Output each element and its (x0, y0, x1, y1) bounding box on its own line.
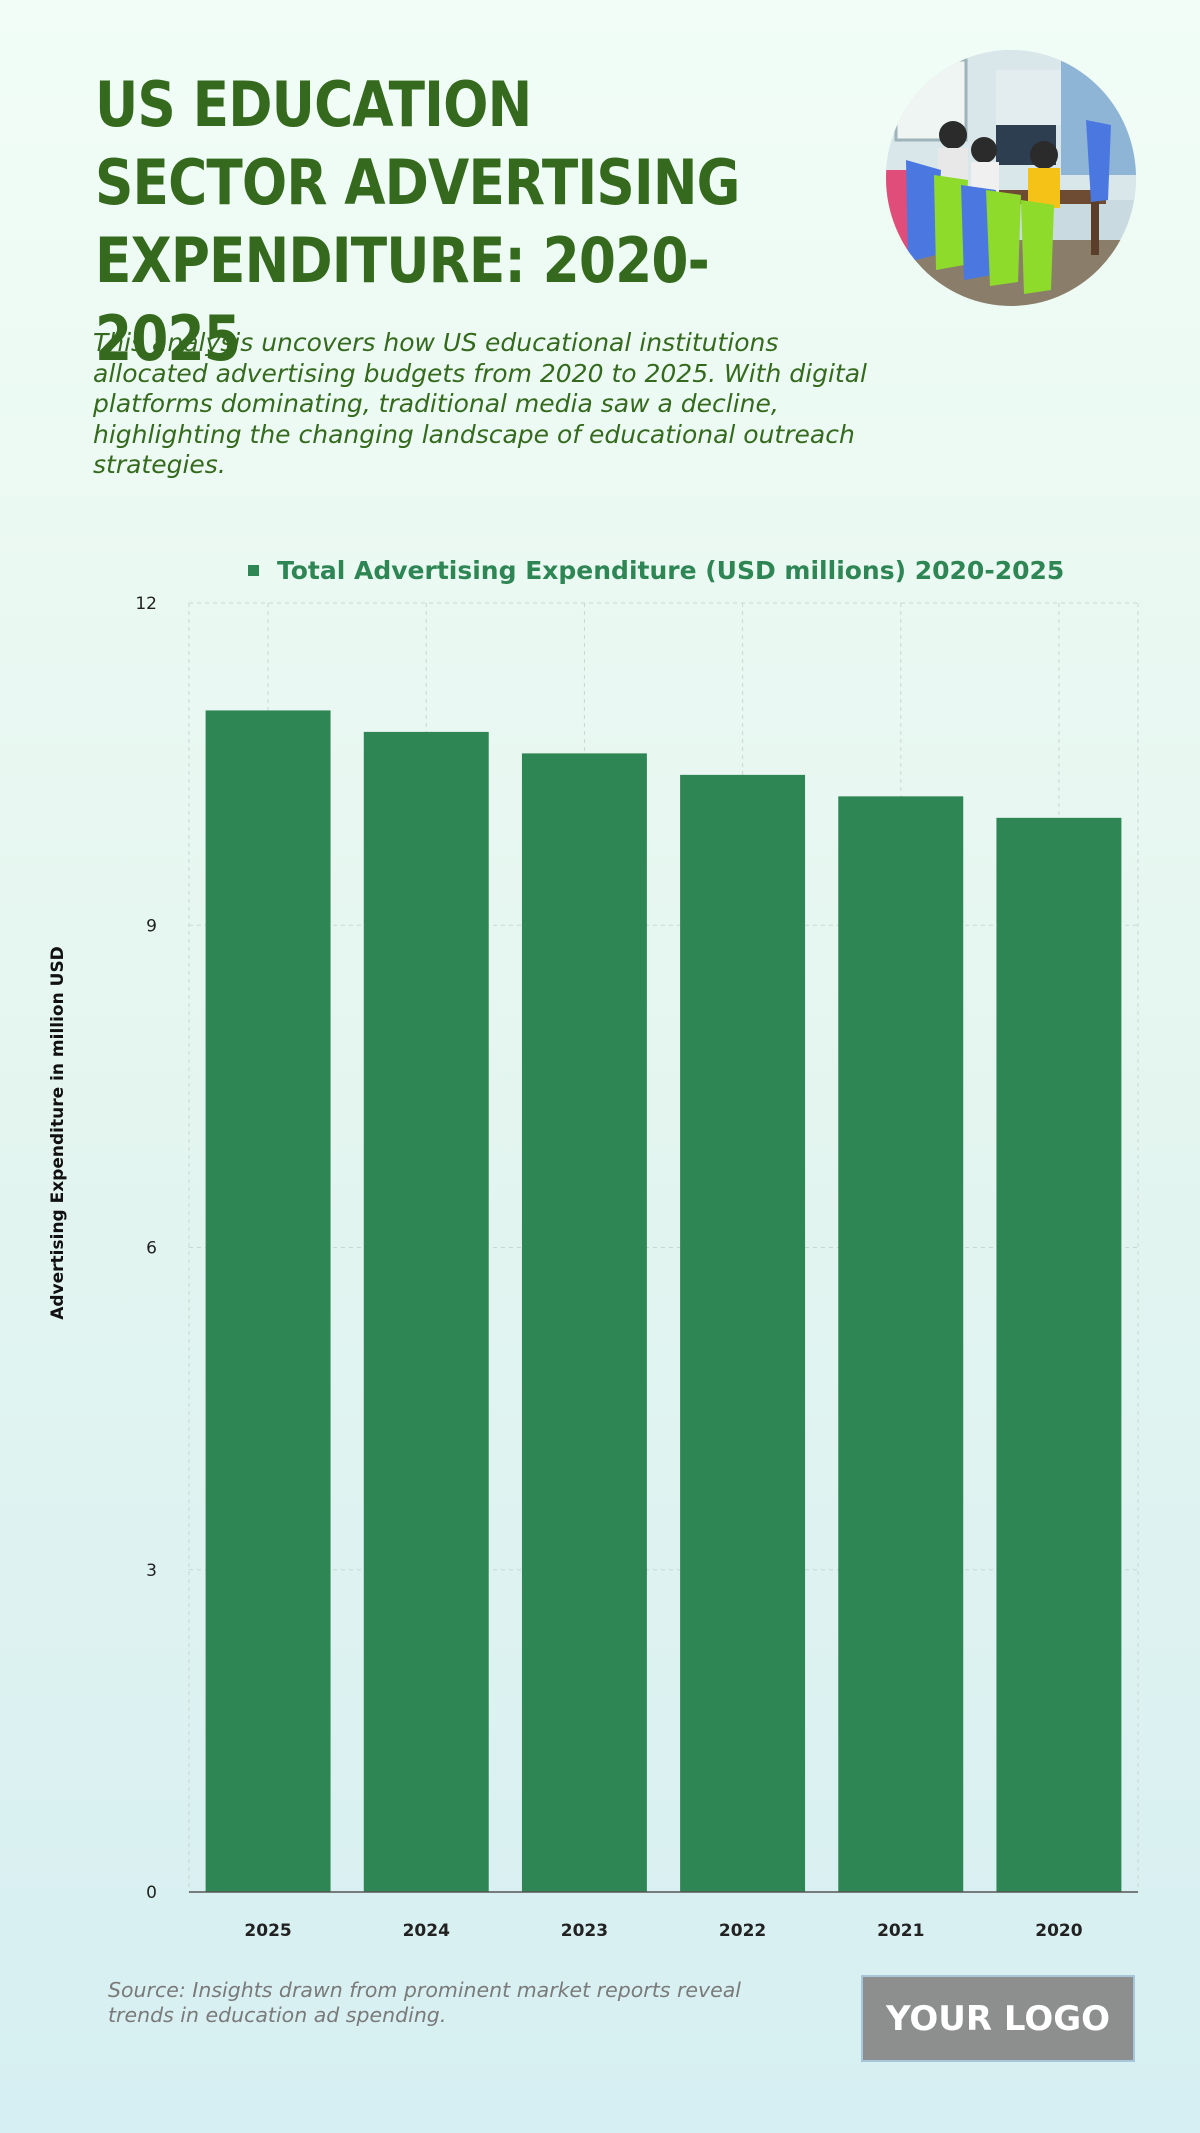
legend-swatch (248, 564, 259, 576)
page-title: US EDUCATION SECTOR ADVERTISING EXPENDIT… (95, 68, 740, 375)
bar-chart: 0 3 6 9 12 2025 2024 2023 2022 2021 2020 Advertisin… (48, 594, 1139, 1941)
y-tick-label: 0 (146, 1883, 157, 1903)
classroom-photo-icon (886, 50, 1136, 306)
chart-bars (205, 710, 1122, 1893)
chart-axes: 0 3 6 9 12 2025 2024 2023 2022 2021 2020 Advertisin… (48, 594, 1138, 1941)
y-tick-label: 6 (146, 1239, 157, 1259)
bar (363, 731, 489, 1892)
y-tick-label: 3 (146, 1561, 157, 1581)
y-tick-label: 9 (146, 916, 157, 936)
x-tick-label: 2020 (1035, 1921, 1082, 1941)
bar (521, 753, 647, 1893)
classroom-photo (886, 50, 1136, 306)
bar (838, 796, 964, 1892)
chart-grid (188, 602, 1139, 1892)
x-tick-label: 2025 (244, 1921, 291, 1941)
y-tick-label: 12 (135, 594, 157, 614)
x-tick-label: 2022 (719, 1921, 766, 1941)
x-tick-label: 2023 (561, 1921, 608, 1941)
source-note: Source: Insights drawn from prominent ma… (108, 1978, 741, 2027)
chart-legend: Total Advertising Expenditure (USD milli… (248, 552, 1064, 588)
y-axis-label: Advertising Expenditure in million USD (48, 946, 68, 1320)
x-tick-label: 2021 (877, 1921, 924, 1941)
legend-label: Total Advertising Expenditure (USD milli… (277, 555, 1065, 585)
bar (996, 817, 1122, 1893)
x-tick-label: 2024 (403, 1921, 450, 1941)
bar (680, 774, 806, 1892)
bar (205, 710, 331, 1892)
page-subtitle: This analysis uncovers how US educationa… (93, 328, 867, 479)
logo-placeholder: YOUR LOGO (861, 1975, 1135, 2062)
